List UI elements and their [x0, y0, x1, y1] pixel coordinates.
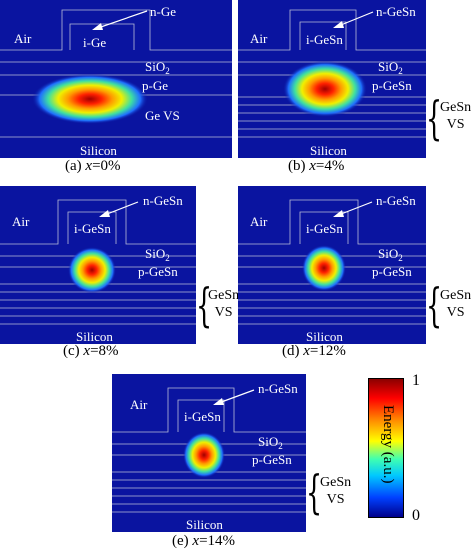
svg-text:Air: Air [250, 214, 268, 229]
caption-c: (c) x=8% [63, 343, 119, 359]
panel-b-simulation: Air n-GeSn i-GeSn SiO2 p-GeSn Silicon [238, 0, 426, 158]
svg-text:p-GeSn: p-GeSn [252, 452, 292, 467]
svg-text:Air: Air [12, 214, 30, 229]
svg-text:n-GeSn: n-GeSn [143, 193, 183, 208]
svg-text:i-GeSn: i-GeSn [306, 221, 343, 236]
svg-text:i-GeSn: i-GeSn [306, 32, 343, 47]
doped-layer-label: p-Ge [142, 78, 168, 93]
intrinsic-layer-label: i-Ge [83, 35, 106, 50]
svg-text:Silicon: Silicon [76, 329, 113, 344]
svg-text:Air: Air [130, 397, 148, 412]
panel-e-simulation: Air n-GeSn i-GeSn SiO2 p-GeSn Silicon [112, 374, 306, 532]
caption-d: (d) x=12% [282, 343, 346, 359]
brace-d: { [426, 278, 443, 332]
svg-text:Silicon: Silicon [310, 143, 347, 158]
caption-a: (a) x=0% [65, 158, 121, 174]
brace-b: { [426, 91, 443, 145]
svg-text:SiO2: SiO2 [378, 59, 403, 76]
caption-b: (b) x=4% [288, 158, 345, 174]
caption-e: (e) x=14% [172, 533, 236, 549]
panel-c-simulation: Air n-GeSn i-GeSn SiO2 p-GeSn Silicon [0, 186, 196, 344]
svg-text:SiO2: SiO2 [145, 246, 170, 263]
svg-text:p-GeSn: p-GeSn [138, 264, 178, 279]
svg-text:Air: Air [250, 31, 268, 46]
buffer-label: Ge VS [145, 108, 180, 123]
svg-text:n-GeSn: n-GeSn [376, 4, 416, 19]
panel-a: Air n-Ge i-Ge SiO2 p-Ge Ge VS Silicon [0, 0, 232, 158]
side-label-c: GeSn VS [208, 288, 240, 320]
panel-d-simulation: Air n-GeSn i-GeSn SiO2 p-GeSn Silicon [238, 186, 426, 344]
side-label-e: GeSn VS [320, 475, 352, 507]
svg-text:Silicon: Silicon [186, 517, 223, 532]
svg-text:p-GeSn: p-GeSn [372, 264, 412, 279]
svg-text:n-GeSn: n-GeSn [376, 193, 416, 208]
panel-d: Air n-GeSn i-GeSn SiO2 p-GeSn Silicon [238, 186, 426, 344]
substrate-label: Silicon [80, 143, 117, 158]
panel-e: Air n-GeSn i-GeSn SiO2 p-GeSn Silicon [112, 374, 306, 532]
colorbar-min: 0 [412, 507, 420, 524]
svg-text:p-GeSn: p-GeSn [372, 78, 412, 93]
brace-c: { [196, 278, 213, 332]
side-label-d: GeSn VS [440, 288, 472, 320]
colorbar-label: Energy (a.u.) [380, 405, 396, 484]
svg-text:i-GeSn: i-GeSn [184, 409, 221, 424]
panel-c: Air n-GeSn i-GeSn SiO2 p-GeSn Silicon [0, 186, 196, 344]
panel-a-simulation: Air n-Ge i-Ge SiO2 p-Ge Ge VS Silicon [0, 0, 232, 158]
svg-text:i-GeSn: i-GeSn [74, 221, 111, 236]
brace-e: { [306, 465, 323, 519]
panel-b: Air n-GeSn i-GeSn SiO2 p-GeSn Silicon [238, 0, 426, 158]
svg-text:SiO2: SiO2 [258, 434, 283, 451]
side-label-b: GeSn VS [440, 100, 472, 132]
svg-text:SiO2: SiO2 [378, 246, 403, 263]
svg-text:n-GeSn: n-GeSn [258, 381, 298, 396]
svg-text:SiO2: SiO2 [145, 59, 170, 76]
colorbar [368, 378, 404, 518]
air-label: Air [14, 31, 32, 46]
top-layer-label: n-Ge [150, 4, 176, 19]
svg-text:Silicon: Silicon [306, 329, 343, 344]
colorbar-max: 1 [412, 372, 420, 389]
